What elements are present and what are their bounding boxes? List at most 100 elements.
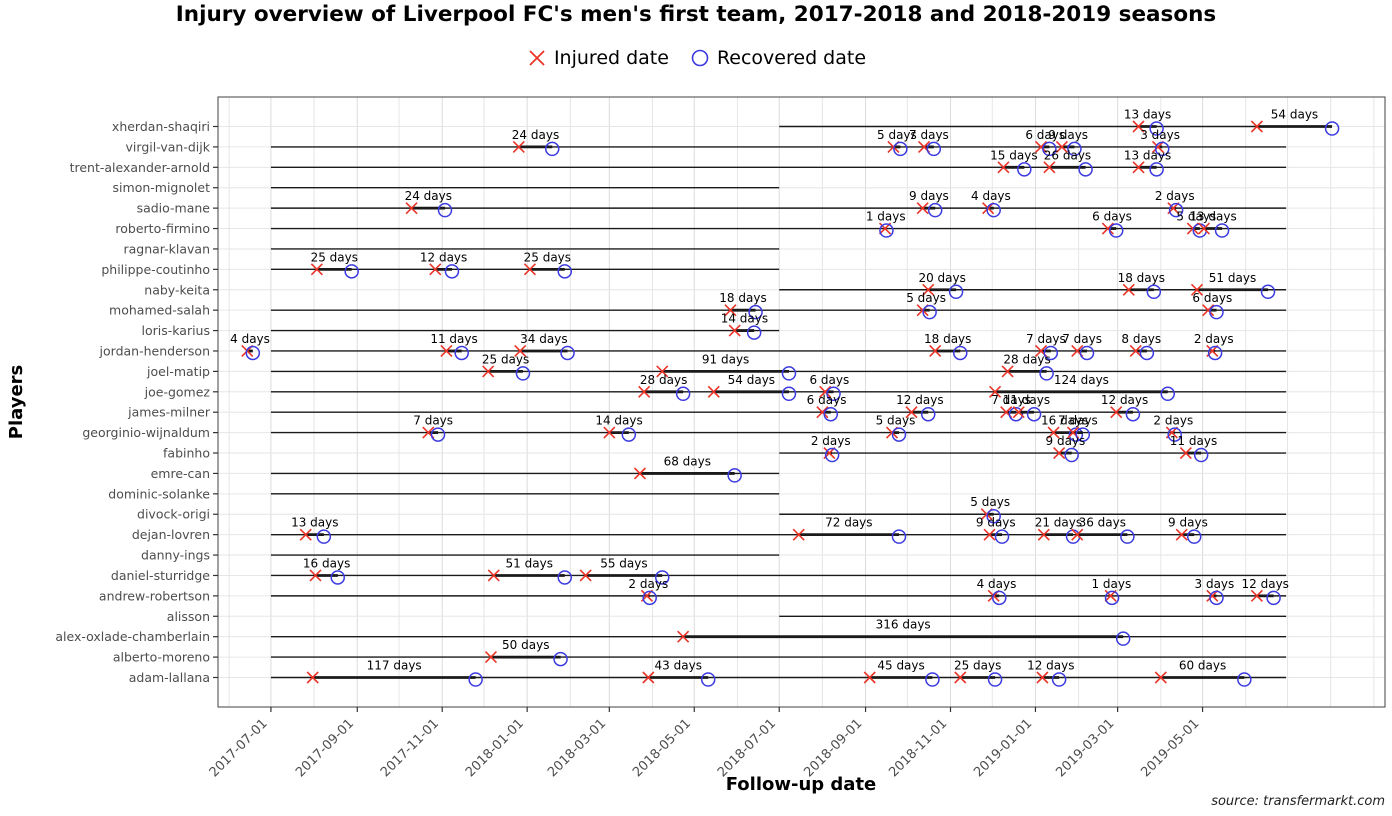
player-label: dejan-lovren (132, 527, 210, 542)
injury-days-label: 11 days (1003, 393, 1050, 407)
injury-days-label: 1 days (1091, 577, 1131, 591)
injury-days-label: 4 days (977, 577, 1017, 591)
injury-days-label: 9 days (1168, 516, 1208, 530)
injury-days-label: 6 days (1092, 210, 1132, 224)
injured-date-marker (997, 161, 1010, 174)
injured-date-marker (1043, 161, 1056, 174)
injured-date-marker (1071, 528, 1084, 541)
player-label: alberto-moreno (113, 650, 210, 665)
injury-days-label: 7 days (1058, 414, 1098, 428)
injured-date-marker (677, 630, 690, 643)
panel-border (217, 96, 1386, 708)
recovered-date-marker (444, 264, 460, 279)
x-tick-label: 2017-09-01 (293, 716, 357, 780)
x-axis-title: Follow-up date (726, 774, 877, 795)
injury-days-label: 50 days (502, 638, 549, 652)
player-label: virgil-van-dijk (126, 139, 211, 154)
injured-date-marker (1190, 283, 1204, 296)
injury-days-label: 14 days (721, 312, 768, 326)
injury-days-label: 13 days (1124, 148, 1171, 162)
x-tick-label: 2018-03-01 (545, 716, 609, 780)
recovered-date-marker (1079, 345, 1095, 361)
recovered-date-marker (1120, 529, 1135, 544)
recovered-date-marker (1043, 345, 1059, 361)
injury-days-label: 18 days (719, 291, 766, 305)
injury-days-label: 25 days (954, 659, 1001, 673)
recovered-date-marker (920, 406, 936, 422)
recovered-date-marker (454, 345, 469, 361)
injured-date-marker (1197, 222, 1211, 235)
injury-days-label: 15 days (990, 148, 1037, 162)
gridlines (218, 97, 1385, 707)
injury-days-label: 9 days (909, 189, 949, 203)
injured-date-marker (1047, 426, 1060, 439)
legend-label-recovered: Recovered date (716, 47, 867, 69)
recovered-date-marker (1125, 406, 1141, 422)
injured-date-marker (656, 365, 669, 378)
recovered-date-marker (824, 447, 840, 463)
recovered-date-marker (430, 427, 446, 442)
injury-days-label: 1 days (866, 210, 906, 224)
player-label: fabinho (163, 446, 210, 461)
recovered-date-marker (986, 508, 1001, 524)
injury-days-label: 2 days (811, 434, 851, 448)
player-label: andrew-robertson (99, 588, 210, 603)
recovered-date-marker (1186, 529, 1202, 544)
injured-date-marker (1012, 406, 1025, 419)
injury-days-label: 7 days (991, 393, 1031, 407)
injured-date-marker (1250, 120, 1263, 133)
recovered-date-marker (1209, 590, 1224, 606)
player-label: dominic-solanke (108, 486, 210, 501)
recovered-date-marker (891, 427, 907, 442)
injury-days-label: 25 days (311, 250, 358, 264)
x-tick-label: 2017-07-01 (207, 716, 271, 780)
recovered-date-marker (1149, 162, 1164, 177)
injury-days-label: 60 days (1179, 659, 1226, 673)
player-label: alisson (167, 609, 210, 624)
recovered-date-marker (1214, 223, 1230, 238)
recovered-date-marker (1039, 366, 1054, 381)
injury-days-label: 18 days (1118, 271, 1165, 285)
player-label: ragnar-klavan (123, 241, 210, 256)
injured-date-marker (1206, 589, 1219, 602)
recovered-date-marker (891, 529, 907, 544)
injury-days-label: 5 days (877, 128, 917, 142)
injury-days-label: 25 days (482, 352, 529, 366)
y-axis-title: Players (6, 365, 27, 440)
x-tick-label: 2018-11-01 (886, 716, 950, 780)
injured-date-marker (579, 569, 592, 582)
injury-days-label: 28 days (1003, 352, 1050, 366)
recovered-date-marker (560, 345, 575, 361)
recovered-date-marker (1160, 386, 1176, 402)
injury-days-label: 8 days (1121, 332, 1161, 346)
recovered-date-marker (1078, 162, 1093, 177)
injured-date-marker (1154, 671, 1167, 684)
recovered-date-marker (1108, 223, 1124, 238)
injured-date-marker (484, 651, 498, 664)
injury-days-label: 13 days (1124, 108, 1171, 122)
injured-date-marker (905, 406, 918, 419)
injured-date-marker (816, 406, 829, 419)
injured-date-marker (1250, 589, 1263, 602)
recovered-date-marker (1324, 121, 1340, 136)
player-label: roberto-firmino (115, 221, 210, 236)
injury-days-label: 45 days (877, 659, 924, 673)
injured-date-marker (707, 385, 720, 398)
injured-date-marker (863, 671, 876, 684)
injured-date-marker (1202, 304, 1215, 317)
axis-ticks-and-labels: 2017-07-01 2017-09-01 2017-11-01 2018-01-01… (55, 119, 1204, 780)
injury-days-label: 12 days (1101, 393, 1148, 407)
injury-days-label: 13 days (1189, 210, 1236, 224)
recovered-date-marker (544, 141, 560, 157)
injured-date-marker (1036, 671, 1049, 684)
injured-date-marker (792, 528, 805, 541)
player-label: alex-oxlade-chamberlain (55, 629, 210, 644)
recovered-date-marker (1064, 447, 1079, 463)
injured-date-marker (929, 344, 942, 358)
player-label: joel-matip (146, 364, 210, 379)
injured-date-marker (514, 344, 527, 358)
chart-title: Injury overview of Liverpool FC's men's … (175, 2, 1217, 27)
player-label: mohamed-salah (109, 303, 210, 318)
injury-days-label: 54 days (1271, 108, 1318, 122)
